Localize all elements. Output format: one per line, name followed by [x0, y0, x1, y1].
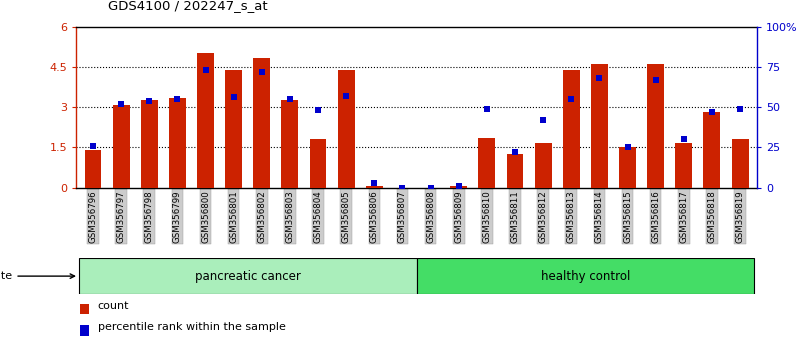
Point — [143, 98, 155, 103]
Bar — [703, 112, 720, 188]
Point — [678, 137, 690, 142]
Point — [565, 96, 578, 102]
Point — [199, 67, 212, 73]
Text: disease state: disease state — [0, 271, 74, 281]
Bar — [197, 53, 214, 188]
Bar — [591, 64, 608, 188]
Bar — [619, 147, 636, 188]
Bar — [338, 70, 355, 188]
Point — [312, 108, 324, 113]
Point — [734, 106, 747, 112]
Point — [537, 117, 549, 123]
Point — [509, 149, 521, 155]
Bar — [417, 258, 754, 294]
Text: count: count — [98, 301, 129, 311]
Point — [621, 144, 634, 150]
Bar — [506, 154, 523, 188]
Text: GDS4100 / 202247_s_at: GDS4100 / 202247_s_at — [108, 0, 268, 12]
Bar — [731, 139, 748, 188]
Bar — [85, 149, 102, 188]
Bar — [563, 70, 580, 188]
Bar — [366, 186, 383, 188]
Point — [425, 185, 437, 190]
Bar — [79, 258, 417, 294]
Point — [340, 93, 352, 99]
Bar — [225, 70, 242, 188]
Bar — [310, 139, 327, 188]
Bar — [478, 138, 495, 188]
Point — [396, 185, 409, 190]
Point — [115, 101, 127, 107]
Point — [650, 77, 662, 82]
Bar — [675, 143, 692, 188]
Point — [284, 96, 296, 102]
Point — [481, 106, 493, 112]
Point — [453, 183, 465, 189]
Point — [171, 96, 183, 102]
Point — [87, 143, 99, 149]
Point — [368, 180, 380, 185]
Text: pancreatic cancer: pancreatic cancer — [195, 270, 300, 282]
Point — [256, 69, 268, 74]
Text: healthy control: healthy control — [541, 270, 630, 282]
Point — [227, 95, 240, 100]
Bar — [281, 100, 298, 188]
Point — [593, 75, 606, 81]
Bar — [535, 143, 552, 188]
Bar — [450, 186, 467, 188]
Text: percentile rank within the sample: percentile rank within the sample — [98, 322, 286, 332]
Bar — [169, 98, 186, 188]
Bar — [141, 100, 158, 188]
Bar — [253, 58, 270, 188]
Bar — [80, 325, 89, 336]
Bar — [647, 64, 664, 188]
Bar — [113, 105, 130, 188]
Bar — [80, 304, 89, 314]
Point — [706, 109, 718, 115]
